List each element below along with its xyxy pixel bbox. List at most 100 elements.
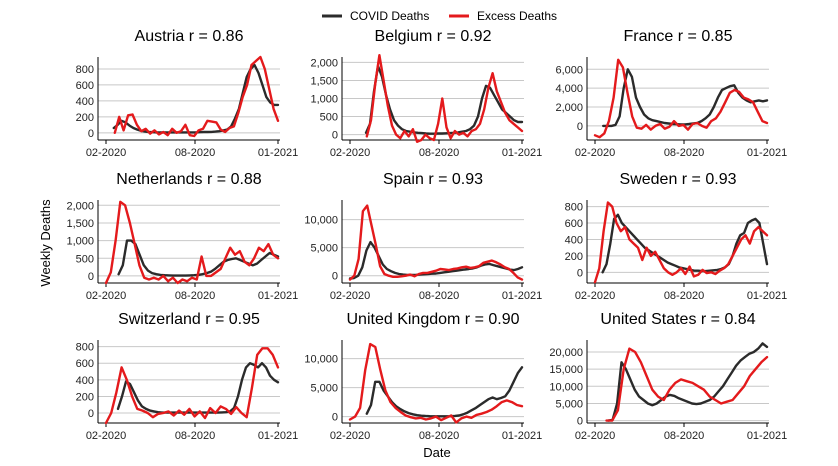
- y-tick-label: 1,000: [310, 94, 338, 106]
- y-tick-label: 10,000: [304, 215, 338, 227]
- x-tick-label: 08-2020: [175, 147, 215, 159]
- x-tick-label: 02-2020: [575, 430, 615, 442]
- y-tick-label: 400: [76, 96, 94, 108]
- x-tick-label: 01-2021: [502, 147, 542, 159]
- y-tick-label: 600: [565, 218, 583, 230]
- y-tick-label: 0: [332, 412, 338, 424]
- y-tick-label: 1,000: [66, 236, 94, 248]
- legend: COVID Deaths Excess Deaths: [322, 9, 557, 23]
- excess-deaths-line: [348, 342, 524, 424]
- x-tick-label: 08-2020: [419, 290, 459, 302]
- y-tick-label: 800: [76, 64, 94, 76]
- excess-deaths-line: [365, 54, 524, 143]
- x-tick-label: 02-2020: [86, 147, 126, 159]
- covid-deaths-line: [607, 342, 769, 422]
- y-tick-label: 1,500: [310, 75, 338, 87]
- panel-title: Austria r = 0.86: [135, 28, 244, 45]
- panel-5: Sweden r = 0.93 0 200 400 600 800 02-2020 08-20…: [565, 171, 788, 302]
- covid-deaths-line: [112, 63, 280, 134]
- panel-8: United States r = 0.84 0 5,000 10,000 15,000…: [549, 311, 787, 442]
- y-tick-label: 400: [76, 375, 94, 387]
- y-tick-label: 5,000: [310, 243, 338, 255]
- excess-deaths-line: [605, 347, 769, 422]
- y-tick-label: 0: [332, 271, 338, 283]
- y-tick-label: 2,000: [555, 102, 583, 114]
- panel-2: France r = 0.85 0 2,000 4,000 6,000 02-2020 08…: [555, 28, 787, 159]
- y-tick-label: 0: [88, 128, 94, 140]
- y-tick-label: 2,000: [66, 200, 94, 212]
- x-tick-label: 08-2020: [419, 430, 459, 442]
- panel-title: Belgium r = 0.92: [375, 28, 492, 45]
- panel-title: Spain r = 0.93: [383, 171, 483, 188]
- y-tick-label: 200: [76, 112, 94, 124]
- x-tick-label: 02-2020: [330, 147, 370, 159]
- x-tick-label: 01-2021: [258, 147, 298, 159]
- y-tick-label: 0: [88, 271, 94, 283]
- x-tick-label: 02-2020: [330, 290, 370, 302]
- x-tick-label: 02-2020: [86, 430, 126, 442]
- x-tick-label: 08-2020: [175, 290, 215, 302]
- x-tick-label: 01-2021: [747, 147, 787, 159]
- y-tick-label: 200: [565, 251, 583, 263]
- excess-deaths-line: [104, 347, 280, 425]
- y-tick-label: 800: [76, 342, 94, 354]
- x-tick-label: 08-2020: [175, 430, 215, 442]
- x-tick-label: 01-2021: [747, 290, 787, 302]
- panel-4: Spain r = 0.93 0 5,000 10,000 02-2020 08-2020…: [304, 171, 542, 302]
- y-tick-label: 4,000: [555, 83, 583, 95]
- x-tick-label: 02-2020: [330, 430, 370, 442]
- panel-title: Switzerland r = 0.95: [118, 311, 260, 328]
- excess-deaths-line: [113, 55, 280, 138]
- x-tick-label: 08-2020: [419, 147, 459, 159]
- y-tick-label: 400: [565, 234, 583, 246]
- y-tick-label: 800: [565, 202, 583, 214]
- y-tick-label: 0: [577, 267, 583, 279]
- panel-title: Netherlands r = 0.88: [116, 171, 262, 188]
- x-tick-label: 01-2021: [258, 430, 298, 442]
- legend-label-covid: COVID Deaths: [350, 9, 429, 23]
- covid-deaths-line: [601, 213, 769, 274]
- x-tick-label: 01-2021: [502, 290, 542, 302]
- panel-title: Sweden r = 0.93: [620, 171, 737, 188]
- y-tick-label: 10,000: [304, 354, 338, 366]
- y-tick-label: 0: [332, 130, 338, 142]
- y-tick-label: 200: [76, 391, 94, 403]
- y-tick-label: 2,000: [310, 57, 338, 69]
- x-tick-label: 02-2020: [575, 290, 615, 302]
- excess-deaths-line: [593, 201, 769, 284]
- x-tick-label: 08-2020: [664, 290, 704, 302]
- panel-title: United Kingdom r = 0.90: [347, 311, 520, 328]
- panel-3: Netherlands r = 0.88 0 500 1,000 1,500 2,000 0…: [66, 171, 298, 302]
- y-tick-label: 5,000: [310, 383, 338, 395]
- y-tick-label: 500: [320, 112, 338, 124]
- panel-6: Switzerland r = 0.95 0 200 400 600 800 02-2020…: [76, 311, 299, 442]
- panel-0: Austria r = 0.86 0 200 400 600 800 02-2020 08-2…: [76, 28, 299, 159]
- excess-deaths-line: [348, 204, 524, 281]
- y-tick-label: 15,000: [549, 364, 583, 376]
- x-tick-label: 01-2021: [747, 430, 787, 442]
- x-tick-label: 01-2021: [502, 430, 542, 442]
- panel-7: United Kingdom r = 0.90 0 5,000 10,000 02-20…: [304, 311, 542, 442]
- y-tick-label: 10,000: [549, 381, 583, 393]
- y-tick-label: 6,000: [555, 64, 583, 76]
- y-tick-label: 0: [577, 121, 583, 133]
- x-axis-label: Date: [423, 445, 450, 460]
- excess-deaths-line: [593, 58, 769, 139]
- y-tick-label: 500: [76, 253, 94, 265]
- legend-label-excess: Excess Deaths: [477, 9, 557, 23]
- covid-deaths-line: [364, 64, 524, 135]
- x-tick-label: 02-2020: [575, 147, 615, 159]
- panels: Austria r = 0.86 0 200 400 600 800 02-2020 08-2…: [66, 28, 787, 442]
- y-tick-label: 0: [577, 416, 583, 428]
- panel-1: Belgium r = 0.92 0 500 1,000 1,500 2,000 02-20…: [310, 28, 542, 159]
- x-tick-label: 08-2020: [664, 430, 704, 442]
- y-tick-label: 1,500: [66, 218, 94, 230]
- excess-deaths-line: [104, 200, 280, 285]
- y-tick-label: 0: [88, 408, 94, 420]
- panel-title: United States r = 0.84: [600, 311, 755, 328]
- x-tick-label: 02-2020: [86, 290, 126, 302]
- x-tick-label: 01-2021: [258, 290, 298, 302]
- covid-deaths-line: [365, 366, 524, 418]
- y-axis-label: Weekly Deaths: [38, 199, 53, 287]
